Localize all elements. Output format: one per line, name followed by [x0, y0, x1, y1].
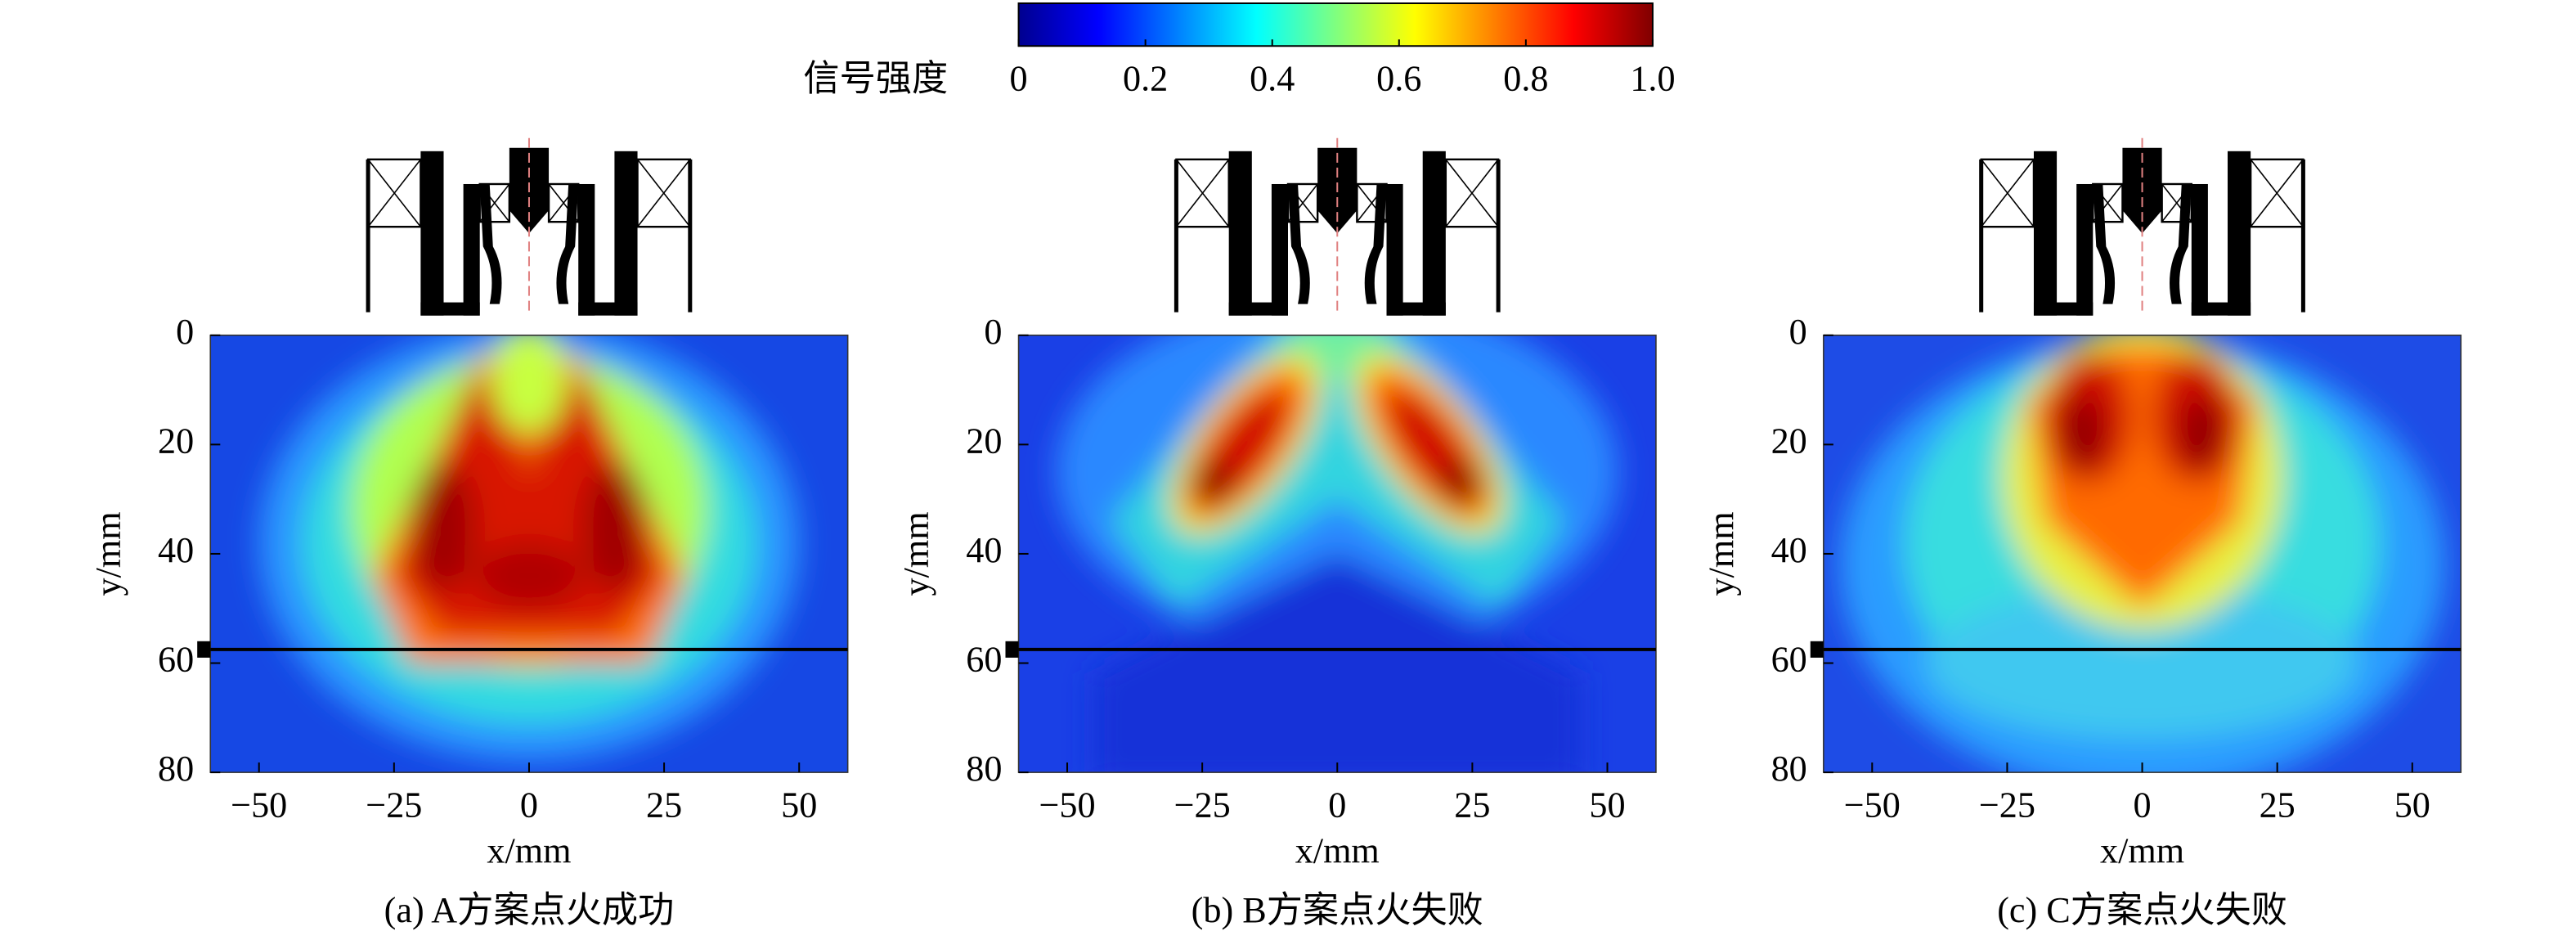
y-axis-label: y/mm	[1701, 511, 1741, 596]
y-axis-label: y/mm	[88, 511, 128, 596]
engine-schematic	[1979, 137, 2305, 316]
engine-box-cross	[1175, 159, 1230, 227]
y-tick-label: 40	[158, 530, 194, 570]
engine-wall	[578, 183, 595, 316]
x-tick-label: 0	[2133, 785, 2151, 825]
y-tick-label: 0	[984, 312, 1002, 352]
y-tick-label: 0	[1789, 312, 1807, 352]
heat-region	[1094, 553, 1581, 773]
x-tick-label: −25	[1979, 785, 2035, 825]
engine-wall	[2191, 183, 2208, 316]
x-axis-label: x/mm	[487, 831, 571, 871]
heatmap-field	[258, 335, 800, 762]
y-tick-label: 40	[966, 530, 1002, 570]
heatmap	[210, 335, 848, 773]
engine-schematic	[1174, 137, 1501, 316]
engine-nozzle	[1364, 183, 1387, 304]
caption: (c) C方案点火失败	[1997, 890, 2287, 930]
engine-nozzle	[556, 183, 579, 304]
engine-wall	[1228, 151, 1252, 316]
engine-box-cross	[636, 159, 691, 227]
engine-box-cross	[1445, 159, 1499, 227]
y-tick-label: 0	[176, 312, 194, 352]
reference-marker	[1005, 641, 1019, 658]
y-tick-label: 20	[1771, 421, 1807, 461]
heatmap	[1823, 335, 2462, 773]
engine-nozzle	[2093, 183, 2116, 304]
colorbar-tick-label: 0.8	[1503, 59, 1548, 99]
x-tick-label: 25	[1454, 785, 1490, 825]
x-tick-label: 25	[2260, 785, 2296, 825]
reference-marker	[1810, 641, 1824, 658]
x-tick-label: −25	[366, 785, 422, 825]
engine-box-cross	[367, 159, 422, 227]
colorbar-tick-label: 0.6	[1376, 59, 1421, 99]
engine-schematic	[366, 137, 693, 316]
y-tick-label: 20	[158, 421, 194, 461]
engine-wall	[420, 151, 444, 316]
x-tick-label: 50	[781, 785, 817, 825]
engine-wall	[614, 151, 638, 316]
x-tick-label: 25	[646, 785, 682, 825]
heat-region	[1191, 461, 1235, 505]
x-axis-label: x/mm	[1295, 831, 1380, 871]
engine-box-cross	[1981, 159, 2035, 227]
heat-region	[1439, 461, 1483, 505]
y-tick-label: 80	[158, 749, 194, 789]
y-tick-label: 60	[1771, 640, 1807, 680]
caption: (a) A方案点火成功	[384, 890, 675, 930]
x-tick-label: 0	[520, 785, 538, 825]
colorbar-tick-label: 0.2	[1123, 59, 1168, 99]
engine-wall	[463, 183, 480, 316]
heatmap	[1018, 335, 1656, 773]
x-tick-label: −25	[1174, 785, 1231, 825]
x-tick-label: −50	[1039, 785, 1095, 825]
engine-nozzle	[479, 183, 502, 304]
reference-marker	[197, 641, 211, 658]
x-tick-label: −50	[231, 785, 287, 825]
heat-region	[410, 461, 475, 592]
heat-region	[491, 335, 568, 434]
y-tick-label: 80	[966, 749, 1002, 789]
heat-region	[2061, 395, 2105, 472]
heat-region	[474, 542, 584, 609]
engine-wall	[1386, 183, 1403, 316]
engine-wall	[2033, 151, 2058, 316]
heat-region	[1926, 587, 2358, 740]
x-tick-label: 50	[1589, 785, 1625, 825]
engine-nozzle	[1288, 183, 1310, 304]
colorbar-tick-label: 0.4	[1250, 59, 1295, 99]
engine-wall	[1422, 151, 1446, 316]
x-axis-label: x/mm	[2100, 831, 2184, 871]
engine-nozzle	[2170, 183, 2192, 304]
engine-box-cross	[2250, 159, 2304, 227]
engine-wall	[2076, 183, 2094, 316]
heat-region	[2179, 395, 2224, 472]
colorbar	[1017, 2, 1654, 47]
x-tick-label: −50	[1844, 785, 1901, 825]
colorbar-label: 信号强度	[803, 59, 948, 99]
engine-wall	[2228, 151, 2251, 316]
x-tick-label: 0	[1328, 785, 1346, 825]
heatmap-field	[1839, 335, 2445, 773]
heat-region	[583, 461, 648, 592]
y-tick-label: 20	[966, 421, 1002, 461]
heatmap-field	[1056, 335, 1618, 773]
colorbar-tick-label: 0	[1010, 59, 1028, 99]
y-tick-label: 80	[1771, 749, 1807, 789]
y-tick-label: 60	[966, 640, 1002, 680]
y-tick-label: 40	[1771, 530, 1807, 570]
y-tick-label: 60	[158, 640, 194, 680]
colorbar-tick-label: 1.0	[1630, 59, 1675, 99]
y-axis-label: y/mm	[896, 511, 936, 596]
engine-wall	[1271, 183, 1288, 316]
caption: (b) B方案点火失败	[1192, 890, 1483, 930]
x-tick-label: 50	[2394, 785, 2430, 825]
